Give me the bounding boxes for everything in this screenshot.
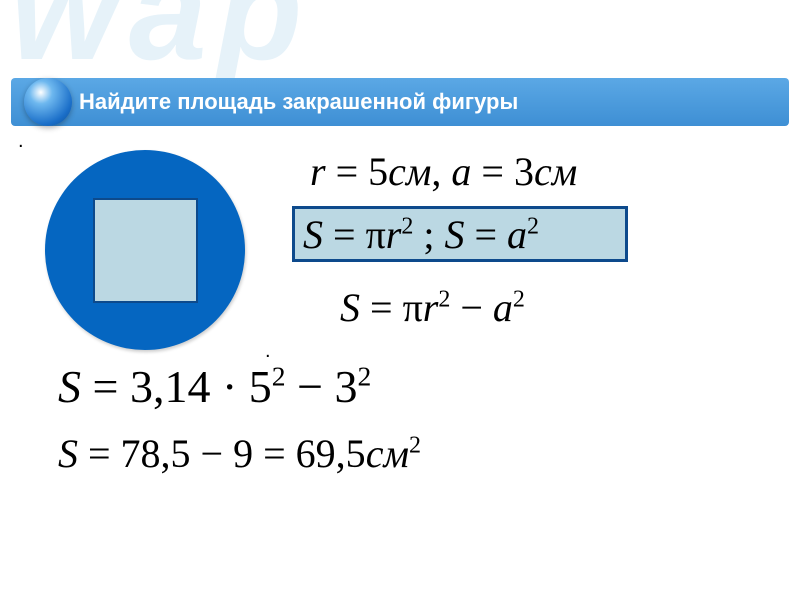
sup-2-3: 2 <box>438 287 450 313</box>
var-r: r <box>310 149 326 194</box>
sup-2-2: 2 <box>527 213 539 239</box>
var-a: a <box>451 149 471 194</box>
var-S5: S <box>58 431 78 476</box>
var-a-2: a <box>493 285 513 330</box>
comma: , <box>431 149 451 194</box>
diagram-circle <box>45 150 245 350</box>
minus-1: − <box>450 285 493 330</box>
page-title: Найдите площадь закрашенной фигуры <box>79 89 518 115</box>
var-S4: S <box>58 361 81 412</box>
sup-2-4: 2 <box>513 287 525 313</box>
pi-1: π <box>366 212 386 257</box>
formula-areas: S = πr2 ; S = a2 <box>303 211 539 258</box>
eq-a-val: = 3 <box>471 149 534 194</box>
formula-box: S = πr2 ; S = a2 <box>292 206 628 262</box>
eq-sign-3: = <box>360 285 403 330</box>
calc-text: = 3,14 · 5 <box>81 361 272 412</box>
equation-given: r = 5см, a = 3см <box>310 148 577 195</box>
semicolon: ; <box>413 212 444 257</box>
eq-sign-1: = <box>323 212 366 257</box>
sup-2-6: 2 <box>358 361 372 392</box>
eq-r-val: = 5 <box>326 149 389 194</box>
sup-2-7: 2 <box>409 433 421 459</box>
var-S2: S <box>444 212 464 257</box>
eq-sign-2: = <box>464 212 507 257</box>
title-bar: Найдите площадь закрашенной фигуры <box>11 78 789 126</box>
equation-result: S = 78,5 − 9 = 69,5см2 <box>58 430 421 477</box>
dot-marker: . <box>18 130 24 153</box>
var-a-1: a <box>507 212 527 257</box>
equation-calculation: S = 3,14 · 52 − 32 <box>58 360 371 413</box>
var-S1: S <box>303 212 323 257</box>
sup-2-1: 2 <box>401 213 413 239</box>
unit-cm-1: см <box>388 149 431 194</box>
equation-difference: S = πr2 − a2 <box>340 284 525 331</box>
sup-2-5: 2 <box>272 361 286 392</box>
var-r-2: r <box>423 285 439 330</box>
diagram-square <box>93 198 198 303</box>
minus-2: − 3 <box>286 361 358 412</box>
unit-cm-2: см <box>534 149 577 194</box>
unit-cm-3: см <box>366 431 409 476</box>
var-S3: S <box>340 285 360 330</box>
pi-2: π <box>403 285 423 330</box>
title-sphere-icon <box>24 78 72 126</box>
result-nums: = 78,5 − 9 = 69,5 <box>78 431 366 476</box>
var-r-1: r <box>386 212 402 257</box>
